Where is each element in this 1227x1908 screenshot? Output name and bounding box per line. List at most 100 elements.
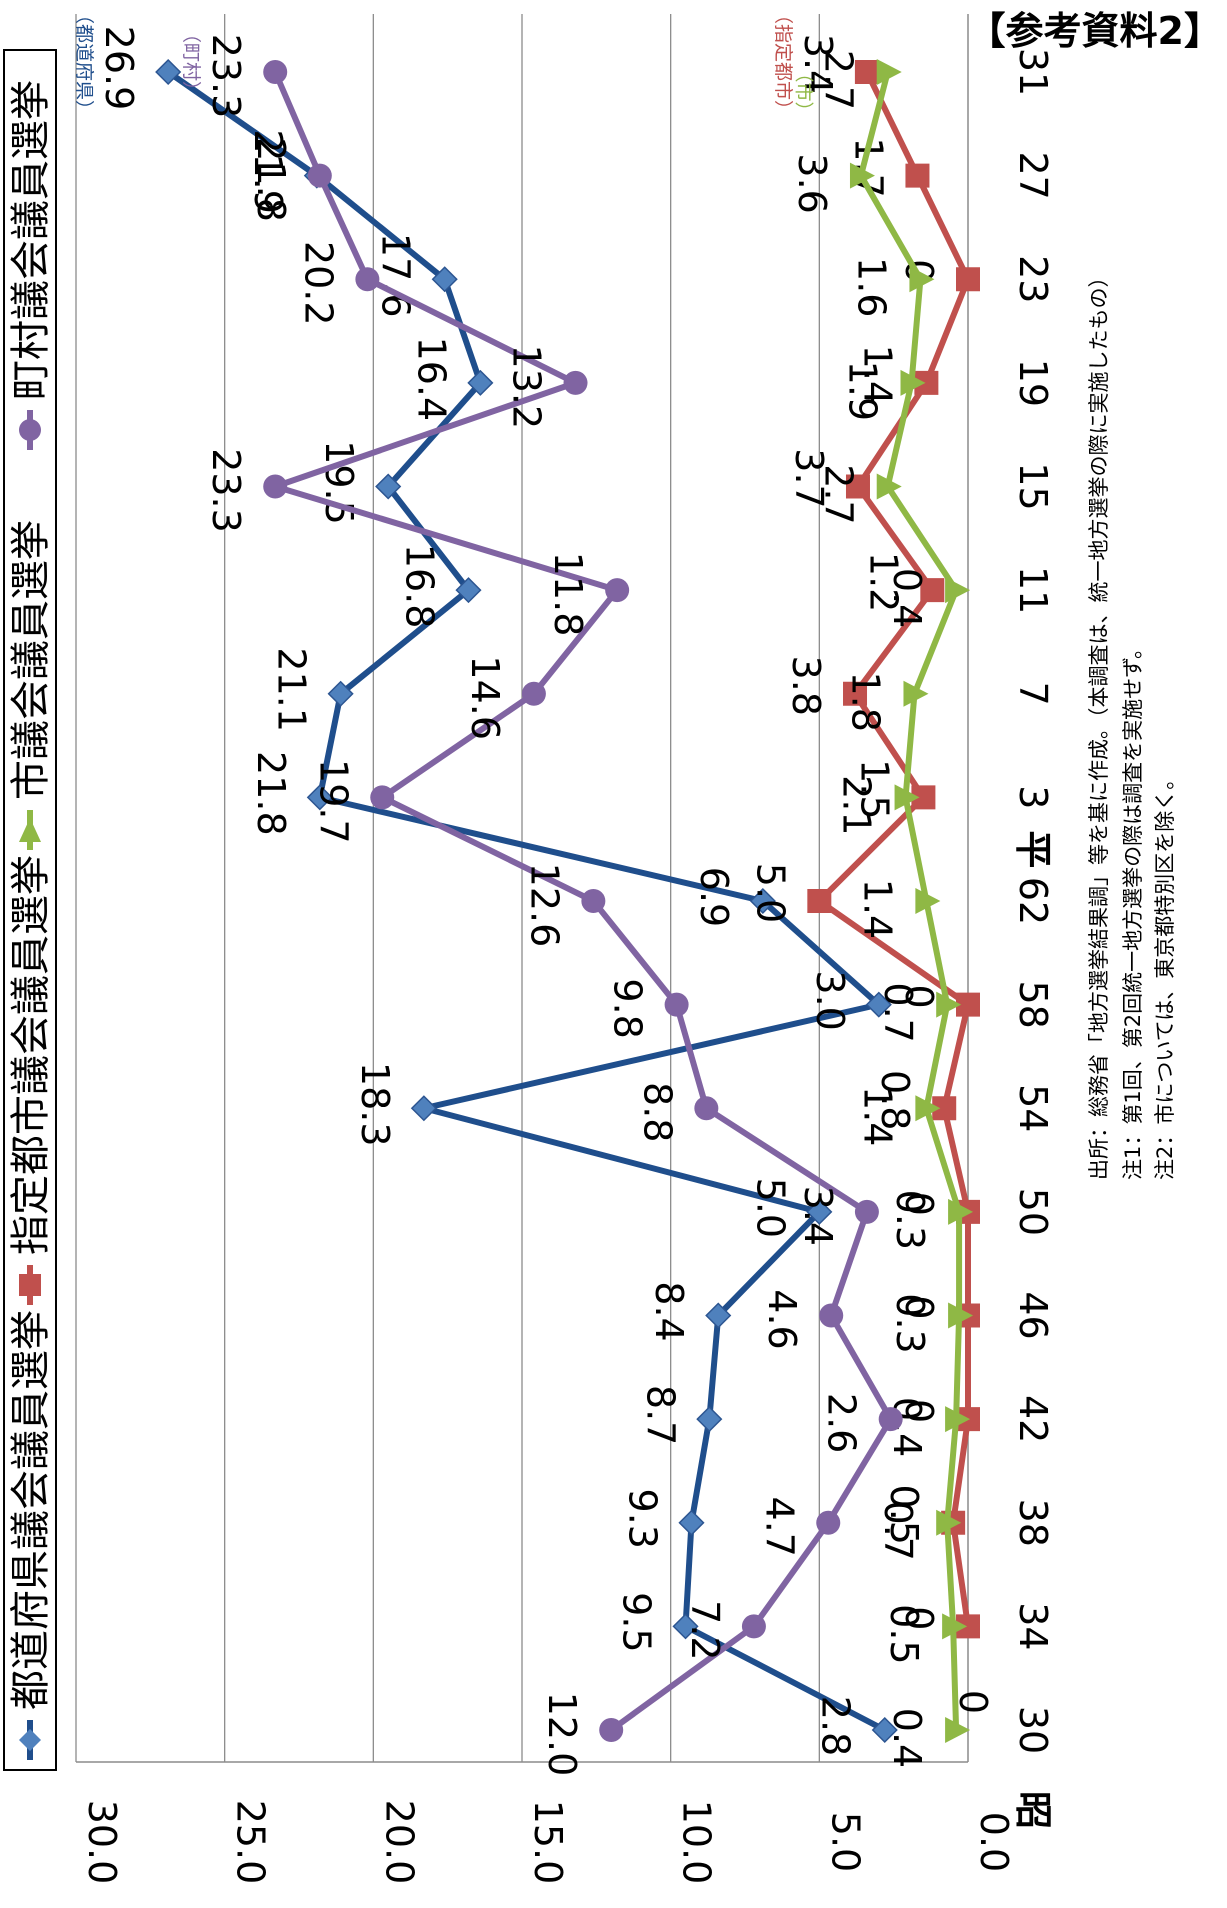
data-point [905, 163, 930, 188]
note-line: 注1：第1回、第2回統一地方選挙の際は調査を実施せず。 [1121, 638, 1145, 1180]
data-point [355, 267, 380, 292]
value-tick-label: 0.0 [972, 1812, 1016, 1872]
data-label: 21.1 [270, 647, 314, 732]
legend-item-3: 町村議会議員選挙 [8, 80, 54, 450]
data-point [327, 680, 354, 707]
data-point [942, 1613, 968, 1640]
data-point [909, 266, 935, 293]
category-tick-label: 19 [1011, 359, 1055, 407]
data-point [956, 267, 980, 292]
data-point [936, 1509, 962, 1536]
series-0: 2.8 9.5 9.3 8.7 8.4 5.0 18.3 3.0 6.9 21.8 21.1 16.8… [73, 5, 898, 1756]
data-point [849, 162, 875, 189]
data-label: 0.4 [885, 1708, 929, 1768]
legend-label: 指定都市議会議員選挙 [8, 855, 54, 1255]
data-label: 16.4 [409, 337, 453, 422]
data-label: 3.4 [796, 1186, 840, 1246]
series-2: 0.40.50.70.40.30.31.40.71.42.11.80.42.71… [790, 50, 974, 1768]
data-label: 0.5 [882, 1604, 926, 1664]
data-label: 2.7 [817, 50, 861, 110]
data-point [749, 887, 776, 915]
data-point [694, 1096, 719, 1121]
data-label: 3.6 [790, 153, 834, 213]
data-label: 4.7 [757, 1497, 801, 1557]
data-point [845, 474, 870, 499]
data-point [307, 163, 332, 188]
data-label: 0.3 [888, 1190, 932, 1250]
data-point [263, 474, 288, 499]
data-point [431, 266, 458, 293]
data-point [871, 1716, 898, 1744]
data-point [854, 1199, 879, 1224]
legend-marker [19, 419, 41, 441]
data-label: 6.9 [692, 867, 736, 927]
value-tick-label: 20.0 [377, 1800, 421, 1885]
category-tick-label: 7 [1011, 682, 1055, 706]
legend-label: 都道府県議会議員選挙 [8, 1310, 54, 1710]
category-tick-label: 15 [1011, 462, 1055, 510]
data-label: 0 [897, 985, 941, 1009]
data-label: 23.3 [204, 34, 248, 119]
data-point [894, 784, 920, 811]
data-point [945, 577, 971, 604]
series-1: 00.50000.805.01.53.81.23.71.401.73.4（指定都… [748, 5, 980, 1639]
data-point [581, 889, 606, 913]
category-tick-label: 50 [1011, 1188, 1055, 1236]
data-point [263, 60, 288, 84]
category-tick-label: 54 [1011, 1084, 1055, 1132]
data-label: 21.9 [246, 129, 290, 214]
data-label: 21.8 [249, 751, 293, 836]
data-point [521, 681, 546, 706]
category-tick-label: 58 [1011, 980, 1055, 1028]
data-label: 8.8 [635, 1082, 679, 1142]
data-label: 4.6 [760, 1289, 804, 1349]
data-point [876, 59, 902, 85]
data-point [936, 991, 962, 1018]
data-label: 21.8 [249, 137, 293, 222]
data-label: 13.2 [505, 345, 549, 430]
data-label: 23.3 [204, 448, 248, 533]
data-label: 1.4 [855, 879, 899, 939]
data-label: 2.6 [820, 1393, 864, 1453]
data-label: 3.7 [787, 448, 831, 508]
data-point [948, 1302, 974, 1329]
data-label: 1.4 [855, 1086, 899, 1146]
data-label: 0.7 [876, 982, 920, 1042]
data-point [865, 991, 892, 1018]
category-tick-label: 3 [1011, 785, 1055, 809]
data-label: 3.8 [784, 656, 828, 716]
data-point [819, 1303, 844, 1328]
data-point [563, 370, 588, 395]
value-tick-label: 25.0 [229, 1800, 273, 1885]
data-point [672, 1613, 699, 1640]
data-label: 5.0 [748, 863, 792, 923]
data-point [945, 1717, 971, 1743]
era-label: 平 [1011, 830, 1055, 868]
data-label: 9.3 [620, 1489, 664, 1549]
legend-marker [19, 818, 41, 842]
value-tick-label: 10.0 [675, 1800, 719, 1885]
data-label: 9.8 [606, 978, 650, 1038]
data-point [705, 1302, 732, 1329]
data-label: 12.0 [540, 1692, 584, 1777]
plot-area: 0.05.010.015.020.025.030.030343842465054… [3, 5, 1177, 1885]
series-tag: （市） [793, 63, 815, 120]
data-point [945, 1406, 971, 1433]
category-tick-label: 11 [1011, 566, 1055, 614]
data-point [370, 785, 395, 810]
data-label: 0.3 [888, 1293, 932, 1353]
value-tick-label: 5.0 [823, 1812, 867, 1872]
data-label: 17.6 [374, 233, 418, 318]
data-point [455, 577, 482, 604]
data-label: 3.4 [796, 34, 840, 94]
data-label: 7.2 [683, 1600, 727, 1660]
era-label: 昭 [1011, 1791, 1055, 1829]
data-label: 20.2 [296, 241, 340, 326]
data-point [900, 369, 926, 396]
data-point [696, 1406, 723, 1433]
data-label: 0 [951, 1690, 995, 1714]
data-point [741, 1614, 766, 1639]
data-label: 0 [897, 1606, 941, 1630]
category-tick-label: 38 [1011, 1499, 1055, 1547]
